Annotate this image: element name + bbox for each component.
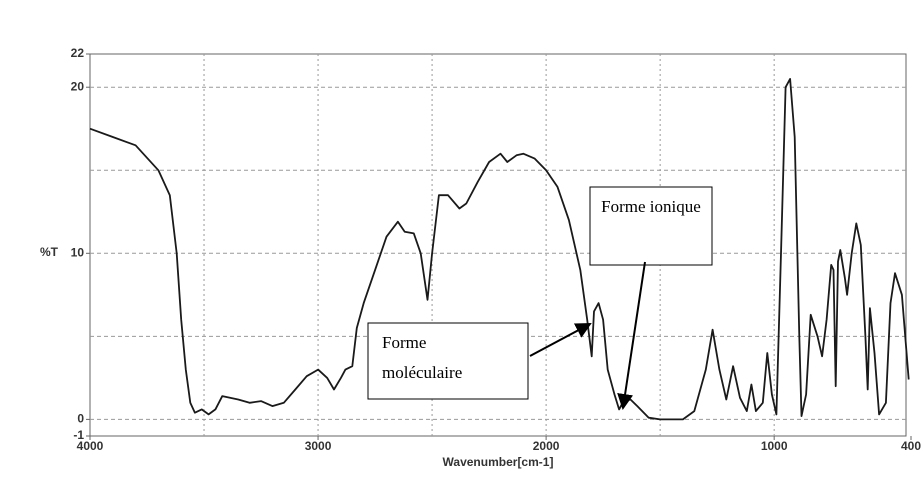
annotation-arrow (529, 323, 592, 357)
y-tick-label: 22 (71, 46, 85, 60)
plot-frame (89, 53, 907, 437)
x-axis-label: Wavenumber[cm-1] (443, 455, 554, 469)
x-tick-label: 4000 (77, 439, 104, 453)
spectrum-line (89, 78, 910, 421)
annotation-text: Forme moléculaire (382, 333, 463, 382)
annotation-container: Forme ionique (601, 197, 701, 216)
x-tick-label: 400 (901, 439, 921, 453)
annotation-arrow (617, 261, 646, 410)
y-axis-label: %T (40, 245, 59, 259)
x-tick-label: 2000 (533, 439, 560, 453)
x-tick-label: 1000 (761, 439, 788, 453)
series-layer: -1 0 10 20 22 4000 3000 2000 1000 400 (71, 46, 922, 453)
y-tick-label: 20 (71, 79, 85, 93)
annotation-container: Forme moléculaire (382, 333, 463, 382)
y-tick-label: 10 (71, 245, 85, 259)
annotation-box (367, 322, 529, 400)
annotation-text: Forme ionique (601, 197, 701, 216)
y-tick-label: 0 (77, 412, 84, 426)
y-tick-label: -1 (73, 428, 84, 442)
x-tick-label: 3000 (305, 439, 332, 453)
annotation-box (589, 186, 713, 266)
